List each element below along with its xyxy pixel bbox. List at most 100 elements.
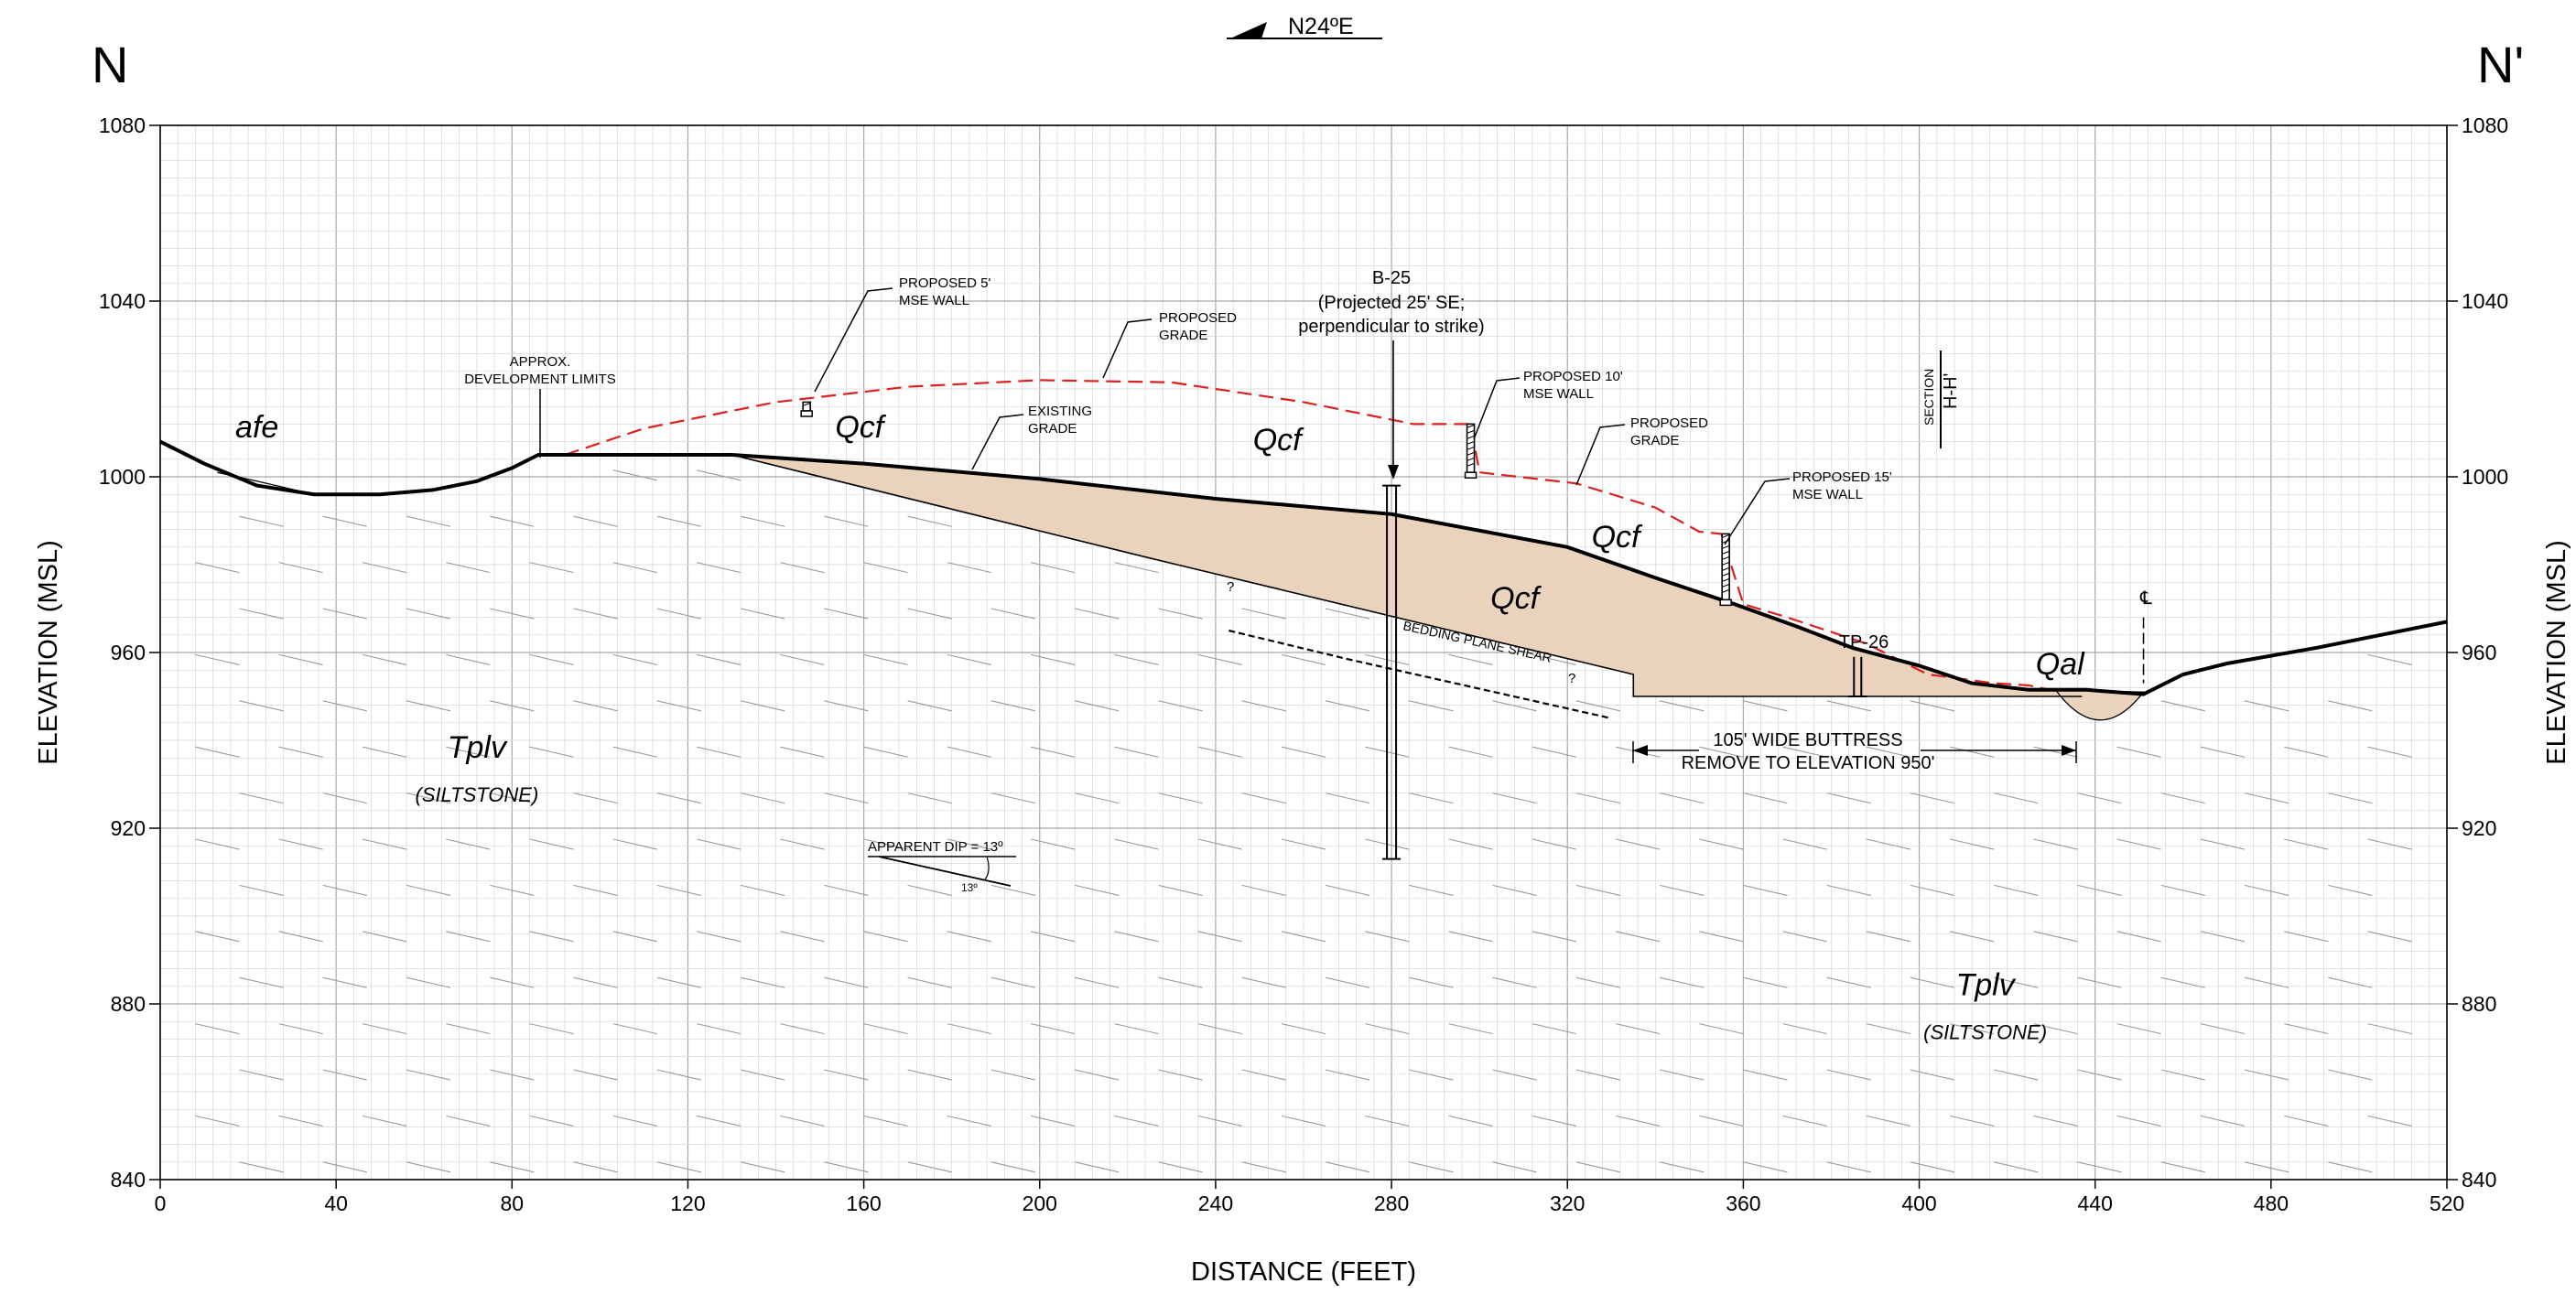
x-tick-label: 80 (501, 1192, 525, 1215)
bedding-hatch-mark (780, 1115, 825, 1127)
bedding-hatch-mark (1699, 746, 1744, 758)
bedding-hatch-mark (1615, 931, 1661, 943)
y-tick-label-left: 1080 (99, 113, 146, 137)
bedding-hatch-mark (1826, 1161, 1871, 1173)
annotation-line: 13º (961, 881, 978, 894)
annotation-line: MSE WALL (1792, 487, 1863, 502)
bedding-hatch-mark (1532, 838, 1576, 850)
unit-label-qcf-2: Qcf (1253, 423, 1304, 458)
unit-label-afe: afe (235, 410, 278, 445)
bedding-hatch-mark (446, 746, 491, 758)
orientation-label: N24ºE (1288, 14, 1354, 39)
bedding-hatch-mark (1492, 884, 1537, 896)
bedding-hatch-mark (1114, 746, 1159, 758)
mse-wall-hatch (1467, 457, 1475, 461)
bedding-hatch-mark (1826, 793, 1871, 804)
annotation-line: PROPOSED 5' (899, 275, 991, 291)
annotation-mse-10: PROPOSED 10' MSE WALL (1473, 369, 1623, 440)
bedding-hatch-mark (2160, 1069, 2205, 1081)
bedding-hatch-mark (239, 1161, 284, 1173)
bedding-hatch-mark (2244, 1069, 2289, 1081)
x-tick-label: 520 (2430, 1192, 2464, 1215)
buttress-base-line (731, 454, 2083, 697)
bedding-hatch-mark (2160, 976, 2205, 988)
mse-wall-hatch (1467, 424, 1475, 428)
bedding-hatch-mark (1659, 1161, 1705, 1173)
annotation-line: perpendicular to strike) (1298, 317, 1484, 337)
bedding-hatch-mark (612, 562, 657, 574)
bedding-hatch-mark (1448, 1115, 1493, 1127)
bedding-hatch-mark (195, 1023, 240, 1035)
bedding-hatch-mark (2200, 746, 2246, 758)
bedding-hatch-mark (239, 884, 284, 896)
section-end-label: N' (2477, 36, 2525, 93)
bedding-hatch-mark (1994, 1161, 2039, 1173)
bedding-hatch-mark (1281, 838, 1326, 850)
bedding-hatch-mark (1365, 1023, 1410, 1035)
bedding-hatch-mark (1241, 608, 1286, 620)
bedding-hatch-mark (1365, 1115, 1410, 1127)
y-tick-label-left: 920 (111, 816, 146, 840)
bedding-hatch-mark (362, 838, 407, 850)
annotation-line: GRADE (1630, 433, 1679, 448)
bedding-hatch-mark (362, 1023, 407, 1035)
bedding-hatch-mark (1241, 793, 1286, 804)
bedding-hatch-mark (322, 515, 367, 527)
bedding-hatch-mark (573, 515, 618, 527)
bedding-hatch-mark (1532, 931, 1576, 943)
bedding-hatch-mark (2328, 1161, 2373, 1173)
x-tick-label: 240 (1198, 1192, 1233, 1215)
mse-wall (1464, 423, 1477, 479)
bedding-hatch-mark (2367, 653, 2412, 665)
bedding-hatch-mark (863, 746, 908, 758)
unit-label-tplv-2: Tplv (1955, 967, 2016, 1002)
shear-query-1: ? (1227, 579, 1234, 595)
bedding-hatch-mark (1325, 608, 1370, 620)
bedding-hatch-mark (1281, 1115, 1326, 1127)
bedding-hatch-mark (1910, 1069, 1955, 1081)
bedding-hatch-mark (656, 1069, 701, 1081)
bedding-hatch-mark (1031, 931, 1076, 943)
bedding-hatch-mark (1575, 976, 1621, 988)
bedding-hatch-mark (362, 562, 407, 574)
bedding-hatch-mark (1197, 1115, 1242, 1127)
bedding-hatch-mark (740, 1161, 785, 1173)
bedding-hatch-mark (1031, 1115, 1076, 1127)
bedding-hatch-mark (1448, 931, 1493, 943)
bedding-hatch-mark (1075, 976, 1120, 988)
bedding-hatch-mark (239, 793, 284, 804)
bedding-hatch-mark (2116, 1023, 2161, 1035)
annotation-tp26: TP-26 (1839, 632, 1889, 652)
bedding-hatch-mark (1659, 793, 1705, 804)
bedding-hatch-mark (1114, 1023, 1159, 1035)
bedding-hatch-mark (1699, 1115, 1744, 1127)
bedding-hatch-mark (2116, 838, 2161, 850)
bedding-hatch-mark (656, 700, 701, 712)
bedding-hatch-mark (1492, 700, 1537, 712)
bedding-hatch-mark (1197, 746, 1242, 758)
bedding-hatch-mark (990, 700, 1036, 712)
y-axis-title-left: ELEVATION (MSL) (34, 540, 63, 764)
annotation-line: DEVELOPMENT LIMITS (464, 372, 616, 387)
x-tick-label: 360 (1726, 1192, 1760, 1215)
bedding-hatch-mark (824, 1161, 869, 1173)
bedding-hatch-mark (990, 884, 1036, 896)
axis-ticks: 0 40 80 120 160 200 240 280 320 360 400 440 480 52084… (99, 113, 2508, 1215)
bedding-hatch-mark (490, 793, 535, 804)
mse-wall-hatch (1467, 462, 1475, 467)
annotation-apparent-dip: APPARENT DIP = 13º 13º (868, 839, 1016, 894)
bedding-hatch-mark (612, 1115, 657, 1127)
bedding-hatch-mark (490, 515, 535, 527)
bedding-hatch-mark (446, 838, 491, 850)
bedding-hatch-mark (2160, 793, 2205, 804)
annotation-line: APPROX. (510, 354, 571, 370)
bedding-hatch-mark (1615, 1023, 1661, 1035)
bedding-hatch-mark (2244, 884, 2289, 896)
annotation-line: 105' WIDE BUTTRESS (1713, 730, 1902, 750)
bedding-hatch-mark (1659, 1069, 1705, 1081)
x-tick-label: 120 (670, 1192, 705, 1215)
bedding-hatch-mark (446, 1023, 491, 1035)
bedding-hatch-mark (573, 976, 618, 988)
bedding-hatch-mark (824, 608, 869, 620)
qal-channel-fill (2054, 689, 2145, 721)
